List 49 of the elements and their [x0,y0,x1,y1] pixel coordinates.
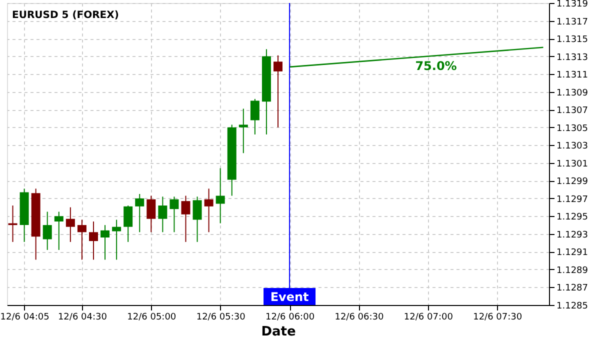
y-tick-label: 1.1287 [556,284,588,294]
candlestick [181,195,190,242]
x-axis-title: Date [261,324,296,340]
candlestick [238,108,248,154]
y-tick-label: 1.1313 [556,52,588,63]
x-tick-label: 12/6 07:30 [473,312,522,322]
annotation: 75.0% [415,59,457,73]
candlestick [216,168,225,224]
candlestick [54,211,64,250]
candlestick [42,211,52,250]
y-tick-label: 1.1303 [556,142,588,152]
candlestick [146,195,156,233]
candlestick [77,219,86,260]
y-tick-label: 1.1317 [556,17,588,28]
x-tick-label: 12/6 06:30 [334,312,384,322]
y-tick-label: 1.1301 [556,159,588,170]
candlestick [100,224,110,260]
y-tick-label: 1.1315 [556,35,588,46]
candlestick [88,221,98,260]
y-tick-label: 1.1305 [556,124,588,134]
y-tick-label: 1.1295 [556,212,588,223]
x-tick-label: 12/6 04:30 [58,312,108,322]
y-tick-label: 1.1309 [556,88,588,98]
candlestick [204,188,214,233]
x-tick-label: 12/6 04:05 [0,312,50,322]
y-tick-label: 1.1297 [556,194,588,205]
text: EURUSD 5 (FOREX) [12,10,119,21]
y-tick-label: 1.1299 [556,177,588,188]
candlestick [158,196,168,233]
candlestick [66,206,75,242]
y-tick-label: 1.1293 [556,230,588,240]
candlestick [250,98,260,135]
x-tick-label: 12/6 05:00 [127,312,176,322]
x-tick-label: 12/6 06:00 [266,312,315,322]
y-tick-label: 1.1307 [556,106,588,116]
y-tick-label: 1.1311 [556,70,588,81]
y-tick-label: 1.1285 [556,302,588,312]
y-tick-label: 1.1289 [556,266,588,276]
candlestick [112,219,122,260]
candlestick [274,54,282,128]
candlestick [170,196,179,233]
y-tick-label: 1.1319 [556,0,588,10]
candlestick [135,193,144,233]
y-tick-label: 1.1291 [556,248,588,258]
candlestick [124,205,133,242]
candlestick [192,196,202,242]
x-tick-label: 12/6 05:30 [196,312,246,322]
x-tick-label: 12/6 07:00 [404,312,454,322]
ref-line-label: Event [270,290,310,304]
